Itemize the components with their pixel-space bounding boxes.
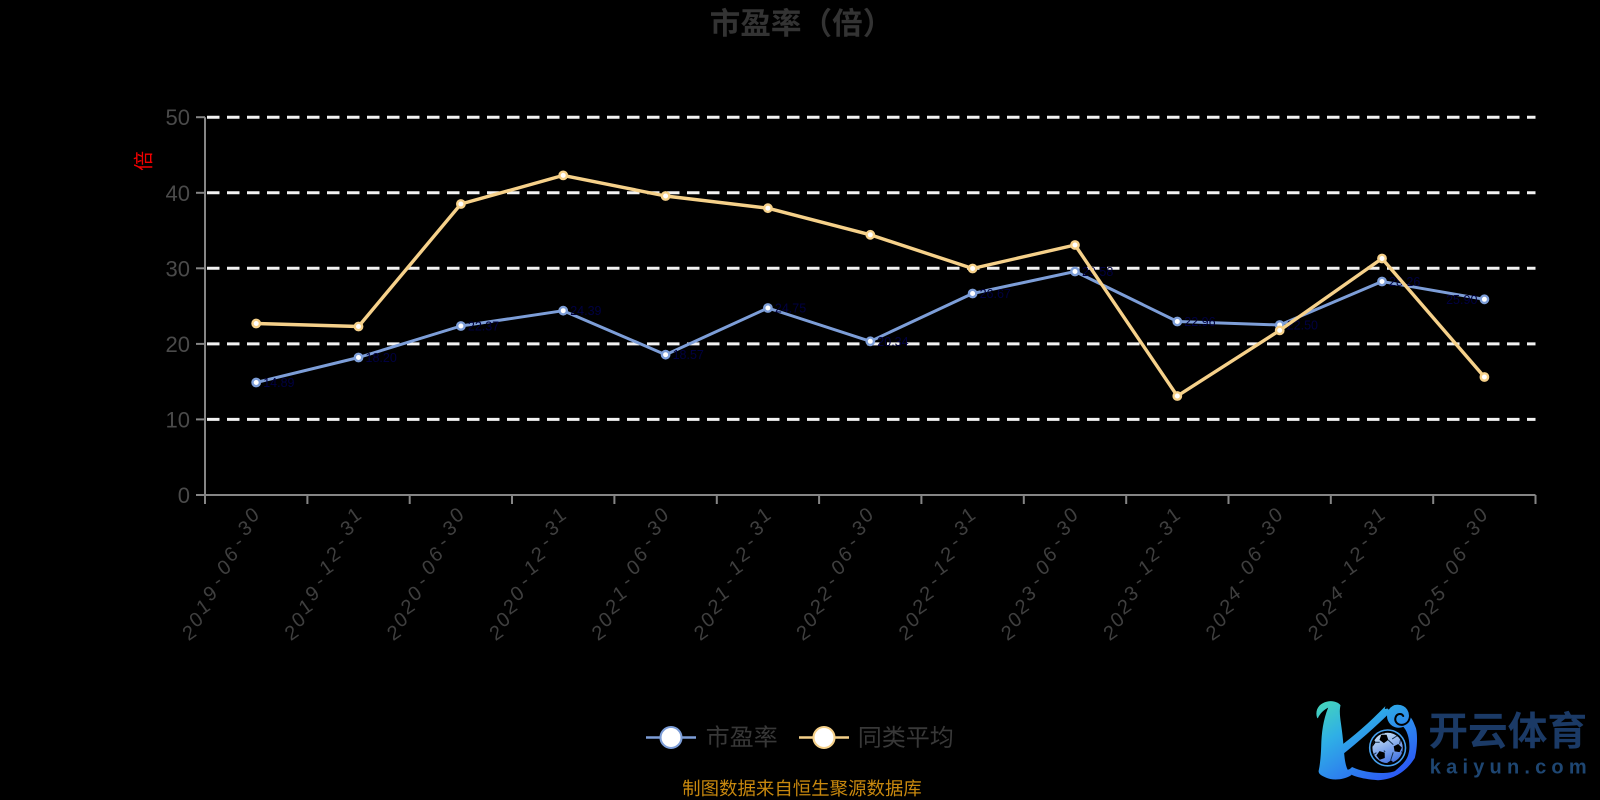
svg-text:kaiyun.com: kaiyun.com <box>1430 756 1592 778</box>
svg-text:30: 30 <box>166 256 190 281</box>
svg-text:10: 10 <box>166 407 190 432</box>
svg-text:18.57: 18.57 <box>673 348 704 362</box>
svg-text:22.96: 22.96 <box>1184 315 1215 329</box>
svg-text:24.39: 24.39 <box>570 304 601 318</box>
svg-text:24.75: 24.75 <box>775 302 806 316</box>
svg-text:18.20: 18.20 <box>366 351 397 365</box>
svg-text:50: 50 <box>166 105 190 130</box>
svg-text:40: 40 <box>166 181 190 206</box>
svg-text:20: 20 <box>166 332 190 357</box>
svg-text:28.26: 28.26 <box>1389 275 1420 289</box>
svg-text:25.90: 25.90 <box>1446 293 1477 307</box>
svg-text:14.89: 14.89 <box>263 376 294 390</box>
svg-text:26.67: 26.67 <box>980 287 1011 301</box>
svg-text:20.34: 20.34 <box>877 335 908 349</box>
svg-text:22.37: 22.37 <box>468 320 499 334</box>
svg-text:0: 0 <box>178 483 190 508</box>
